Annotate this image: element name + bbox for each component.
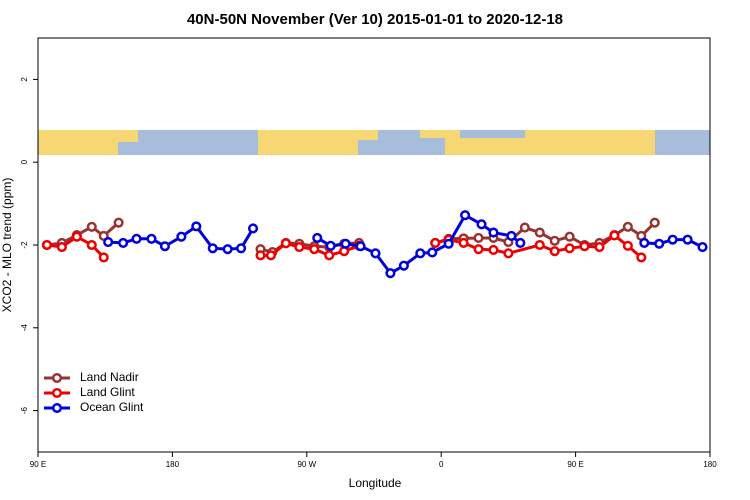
data-point xyxy=(639,237,650,248)
y-axis-label: XCO2 - MLO trend (ppm) xyxy=(0,178,14,313)
data-point xyxy=(594,242,605,253)
data-point xyxy=(370,248,381,259)
data-point xyxy=(325,240,336,251)
legend-label: Ocean Glint xyxy=(80,400,144,414)
data-point xyxy=(534,227,545,238)
data-point xyxy=(430,237,441,248)
data-point xyxy=(294,242,305,253)
data-point xyxy=(415,248,426,259)
data-point xyxy=(355,241,366,252)
data-point xyxy=(236,243,247,254)
data-point xyxy=(340,238,351,249)
data-point xyxy=(506,230,517,241)
data-point xyxy=(649,217,660,228)
data-point xyxy=(280,238,291,249)
data-point xyxy=(86,221,97,232)
y-tick-label: -2 xyxy=(20,241,29,249)
x-tick-label: 90 E xyxy=(30,460,46,469)
data-point xyxy=(86,239,97,251)
data-point xyxy=(385,268,396,279)
data-point xyxy=(146,233,157,244)
data-point xyxy=(131,233,142,244)
data-point xyxy=(191,221,202,232)
data-point xyxy=(458,237,469,248)
legend-marker xyxy=(51,402,63,414)
data-point xyxy=(515,237,526,248)
x-tick-label: 180 xyxy=(703,460,717,469)
data-point xyxy=(609,230,620,241)
data-point xyxy=(473,244,484,255)
legend-marker xyxy=(51,372,63,384)
data-point xyxy=(207,243,218,254)
x-tick-label: 90 W xyxy=(297,460,316,469)
data-point xyxy=(488,244,499,256)
data-point xyxy=(56,242,67,253)
data-point xyxy=(534,239,545,251)
data-point xyxy=(118,237,129,248)
data-point xyxy=(41,239,53,251)
data-point xyxy=(488,227,499,238)
x-tick-label: 0 xyxy=(439,460,444,469)
x-tick-label: 180 xyxy=(166,460,180,469)
data-point xyxy=(476,219,487,230)
data-point xyxy=(398,260,409,271)
legend-label: Land Glint xyxy=(80,385,135,399)
data-point xyxy=(682,234,693,245)
data-point xyxy=(503,248,514,259)
y-tick-label: 2 xyxy=(20,77,29,82)
data-point xyxy=(255,250,266,261)
data-point xyxy=(443,238,454,249)
data-point xyxy=(549,246,560,257)
data-point xyxy=(579,241,590,252)
data-point xyxy=(113,217,124,228)
data-point xyxy=(564,231,575,242)
legend-label: Land Nadir xyxy=(80,370,139,384)
data-point xyxy=(176,231,187,242)
data-point xyxy=(312,232,323,244)
data-point xyxy=(222,244,233,255)
data-point xyxy=(103,237,114,248)
y-tick-label: -4 xyxy=(20,324,29,332)
data-point xyxy=(519,222,530,233)
data-point xyxy=(159,241,170,252)
chart-title: 40N-50N November (Ver 10) 2015-01-01 to … xyxy=(187,11,563,28)
y-tick-label: 0 xyxy=(20,159,29,164)
data-point xyxy=(247,223,259,234)
data-point xyxy=(564,243,575,254)
data-point xyxy=(324,250,335,261)
data-point xyxy=(549,235,560,246)
data-point xyxy=(622,221,633,232)
data-point xyxy=(667,234,678,245)
data-point xyxy=(654,238,665,249)
data-point xyxy=(473,232,484,244)
data-point xyxy=(460,210,471,221)
x-axis-label: Longitude xyxy=(349,476,402,490)
data-point xyxy=(636,252,647,263)
data-point xyxy=(71,231,82,242)
data-point xyxy=(427,247,438,258)
legend-marker xyxy=(51,387,63,399)
x-tick-label: 90 E xyxy=(567,460,583,469)
map-strip xyxy=(38,130,710,155)
data-point xyxy=(697,242,708,253)
data-point xyxy=(309,244,320,255)
y-tick-label: -6 xyxy=(20,406,29,414)
data-point xyxy=(265,250,277,261)
data-point xyxy=(98,252,109,263)
data-point xyxy=(622,240,633,251)
